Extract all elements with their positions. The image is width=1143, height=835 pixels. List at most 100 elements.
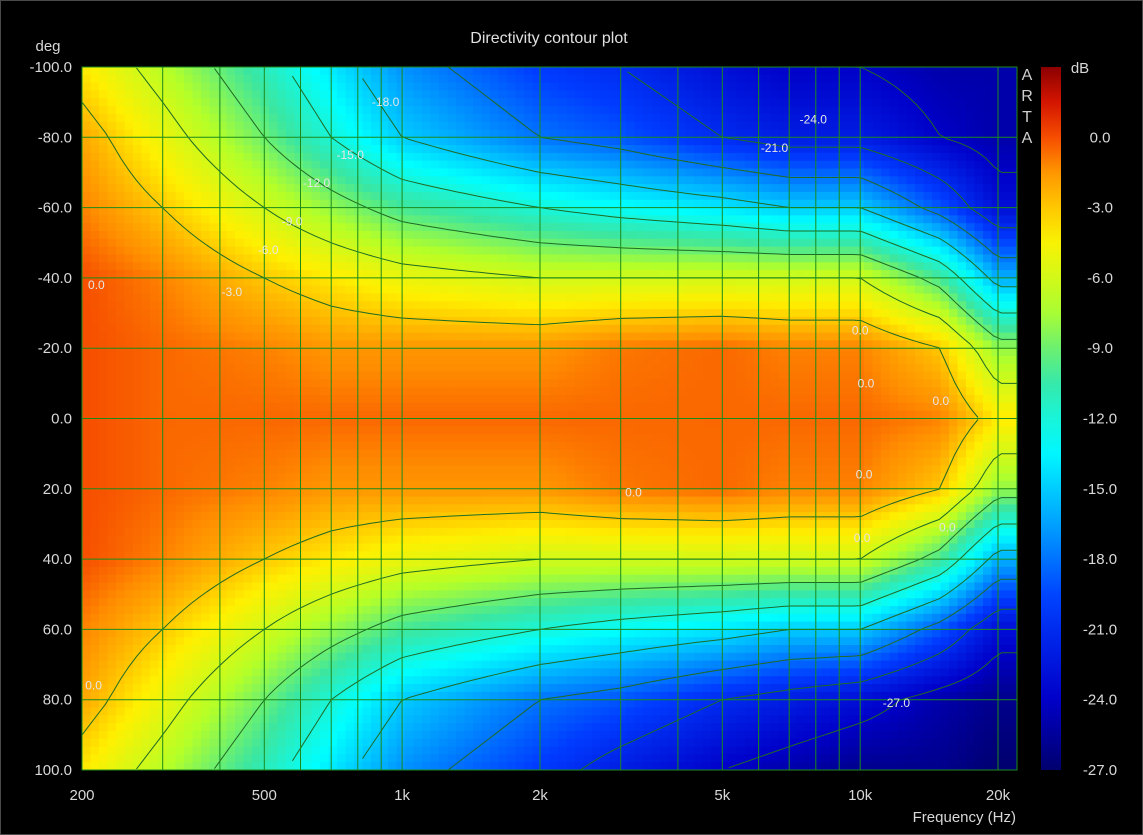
heatmap-cell — [175, 223, 185, 232]
heatmap-cell — [889, 254, 899, 263]
heatmap-cell — [269, 74, 279, 84]
heatmap-cell — [753, 121, 763, 131]
heatmap-cell — [753, 379, 763, 388]
heatmap-cell — [396, 176, 406, 185]
heatmap-cell — [464, 293, 474, 302]
heatmap-cell — [379, 340, 389, 349]
heatmap-cell — [974, 301, 984, 310]
heatmap-cell — [600, 301, 610, 310]
heatmap-cell — [762, 402, 772, 412]
heatmap-cell — [379, 301, 389, 310]
heatmap-cell — [124, 160, 134, 170]
heatmap-cell — [1008, 152, 1017, 162]
heatmap-cell — [651, 113, 661, 123]
heatmap-cell — [745, 145, 755, 154]
heatmap-cell — [626, 176, 636, 185]
heatmap-cell — [294, 418, 304, 427]
heatmap-cell — [736, 129, 746, 138]
heatmap-cell — [133, 387, 143, 396]
heatmap-cell — [218, 402, 228, 412]
heatmap-cell — [745, 82, 755, 92]
heatmap-cell — [736, 184, 746, 193]
heatmap-cell — [660, 371, 670, 381]
heatmap-cell — [549, 402, 559, 412]
heatmap-cell — [311, 395, 321, 404]
heatmap-cell — [192, 363, 202, 373]
heatmap-cell — [354, 121, 364, 131]
heatmap-cell — [124, 410, 134, 420]
heatmap-cell — [728, 238, 738, 248]
heatmap-cell — [711, 363, 721, 373]
heatmap-cell — [413, 254, 423, 263]
heatmap-cell — [311, 332, 321, 341]
heatmap-cell — [889, 285, 899, 295]
heatmap-cell — [558, 395, 568, 404]
heatmap-cell — [745, 332, 755, 341]
heatmap-cell — [328, 129, 338, 138]
heatmap-cell — [864, 277, 874, 287]
heatmap-cell — [685, 82, 695, 92]
heatmap-cell — [974, 152, 984, 162]
heatmap-cell — [643, 207, 653, 217]
heatmap-cell — [983, 285, 993, 295]
heatmap-cell — [549, 106, 559, 115]
heatmap-cell — [192, 215, 202, 224]
heatmap-cell — [1008, 316, 1017, 326]
heatmap-cell — [813, 191, 823, 201]
heatmap-cell — [124, 348, 134, 357]
heatmap-cell — [1000, 285, 1010, 295]
heatmap-cell — [736, 262, 746, 271]
heatmap-cell — [345, 129, 355, 138]
heatmap-cell — [889, 356, 899, 365]
heatmap-cell — [694, 387, 704, 396]
heatmap-cell — [915, 160, 925, 170]
heatmap-cell — [481, 152, 491, 162]
heatmap-cell — [320, 363, 330, 373]
heatmap-cell — [974, 246, 984, 256]
heatmap-cell — [116, 176, 126, 185]
heatmap-cell — [991, 277, 1001, 287]
heatmap-cell — [515, 152, 525, 162]
heatmap-cell — [124, 371, 134, 381]
heatmap-cell — [949, 176, 959, 185]
heatmap-cell — [983, 98, 993, 107]
heatmap-cell — [141, 145, 151, 154]
heatmap-cell — [209, 176, 219, 185]
heatmap-cell — [736, 215, 746, 224]
heatmap-cell — [923, 410, 933, 420]
heatmap-cell — [566, 82, 576, 92]
heatmap-cell — [294, 74, 304, 84]
heatmap-cell — [422, 223, 432, 232]
heatmap-cell — [702, 285, 712, 295]
heatmap-cell — [949, 293, 959, 302]
heatmap-cell — [796, 215, 806, 224]
heatmap-cell — [226, 246, 236, 256]
heatmap-cell — [677, 270, 687, 279]
heatmap-cell — [107, 113, 117, 123]
heatmap-cell — [719, 184, 729, 193]
heatmap-cell — [405, 316, 415, 326]
heatmap-cell — [957, 316, 967, 326]
heatmap-cell — [90, 199, 100, 209]
heatmap-cell — [422, 160, 432, 170]
heatmap-cell — [456, 191, 466, 201]
heatmap-cell — [507, 293, 517, 302]
heatmap-cell — [150, 176, 160, 185]
heatmap-cell — [677, 293, 687, 302]
heatmap-cell — [592, 106, 602, 115]
heatmap-cell — [294, 293, 304, 302]
heatmap-cell — [813, 90, 823, 99]
heatmap-cell — [515, 395, 525, 404]
heatmap-cell — [702, 67, 712, 76]
heatmap-cell — [830, 82, 840, 92]
heatmap-cell — [787, 199, 797, 209]
heatmap-cell — [116, 387, 126, 396]
heatmap-cell — [473, 74, 483, 84]
heatmap-cell — [634, 223, 644, 232]
heatmap-cell — [974, 293, 984, 302]
heatmap-cell — [838, 301, 848, 310]
heatmap-cell — [337, 74, 347, 84]
heatmap-cell — [558, 371, 568, 381]
heatmap-cell — [626, 238, 636, 248]
heatmap-cell — [660, 402, 670, 412]
